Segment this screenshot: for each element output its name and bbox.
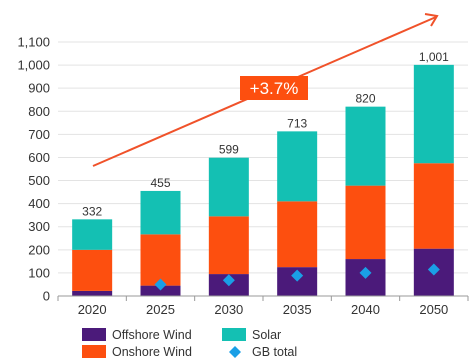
- y-tick-label: 800: [28, 104, 50, 119]
- bar-segment-solar: [140, 190, 181, 235]
- bars: [72, 64, 454, 296]
- total-label: 713: [287, 116, 307, 130]
- y-tick-label: 200: [28, 242, 50, 257]
- legend-label-solar: Solar: [252, 328, 281, 342]
- bar-segment-solar: [277, 131, 318, 202]
- legend-swatch-onshore-wind: [82, 345, 106, 358]
- legend-label-offshore-wind: Offshore Wind: [112, 328, 192, 342]
- growth-label-box: [240, 76, 308, 100]
- total-label: 599: [219, 143, 239, 157]
- growth-arrow-head: [424, 13, 439, 27]
- x-tick-label: 2030: [214, 302, 243, 317]
- legend-label-gb-total: GB total: [252, 345, 297, 359]
- legend-swatch-solar: [222, 328, 246, 341]
- gb-total-marker: [222, 274, 235, 287]
- bar-segment-solar: [208, 157, 249, 217]
- bar-segment-onshore-wind: [345, 185, 386, 260]
- total-labels: 332 455 599 713 820 1,001: [82, 50, 449, 218]
- bar-segment-onshore-wind: [277, 201, 318, 268]
- total-label: 455: [150, 176, 170, 190]
- bar-segment-onshore-wind: [72, 249, 113, 291]
- bar-segment-offshore-wind: [72, 290, 113, 296]
- legend-marker-gb-total: [229, 346, 241, 358]
- y-tick-label: 700: [28, 127, 50, 142]
- total-label: 332: [82, 204, 102, 218]
- y-tick-label: 900: [28, 81, 50, 96]
- y-axis-tick-labels: 0 100 200 300 400 500 600 700 800 900 1,000 1,100: [17, 35, 50, 304]
- gb-total-markers: [154, 263, 440, 291]
- legend-label-onshore-wind: Onshore Wind: [112, 345, 192, 359]
- bar-segment-onshore-wind: [413, 163, 454, 249]
- bar-segment-solar: [345, 106, 386, 186]
- x-tick-label: 2025: [146, 302, 175, 317]
- gb-total-marker: [359, 266, 372, 279]
- gb-total-marker: [427, 263, 440, 276]
- x-tick-label: 2035: [283, 302, 312, 317]
- gb-total-marker: [291, 269, 304, 282]
- y-tick-label: 100: [28, 265, 50, 280]
- bar-segment-solar: [72, 219, 113, 250]
- legend: Offshore Wind Solar Onshore Wind GB tota…: [82, 328, 297, 359]
- y-tick-label: 400: [28, 196, 50, 211]
- y-tick-label: 1,100: [17, 35, 50, 50]
- bar-segment-onshore-wind: [140, 234, 181, 286]
- y-tick-label: 500: [28, 173, 50, 188]
- gb-total-marker: [154, 278, 167, 291]
- bar-segment-onshore-wind: [208, 216, 249, 275]
- x-tick-label: 2020: [78, 302, 107, 317]
- x-tick-label: 2040: [351, 302, 380, 317]
- y-tick-label: 600: [28, 150, 50, 165]
- y-tick-label: 1,000: [17, 58, 50, 73]
- growth-label: +3.7%: [250, 79, 299, 98]
- legend-swatch-offshore-wind: [82, 328, 106, 341]
- total-label: 1,001: [419, 50, 449, 64]
- total-label: 820: [355, 92, 375, 106]
- bar-segment-offshore-wind: [140, 285, 181, 296]
- x-tick-label: 2050: [419, 302, 448, 317]
- growth-annotation: +3.7%: [92, 13, 439, 167]
- bar-segment-solar: [413, 64, 454, 164]
- y-tick-label: 0: [43, 289, 50, 304]
- x-axis-tick-labels: 2020 2025 2030 2035 2040 2050: [57, 296, 469, 317]
- y-tick-label: 300: [28, 219, 50, 234]
